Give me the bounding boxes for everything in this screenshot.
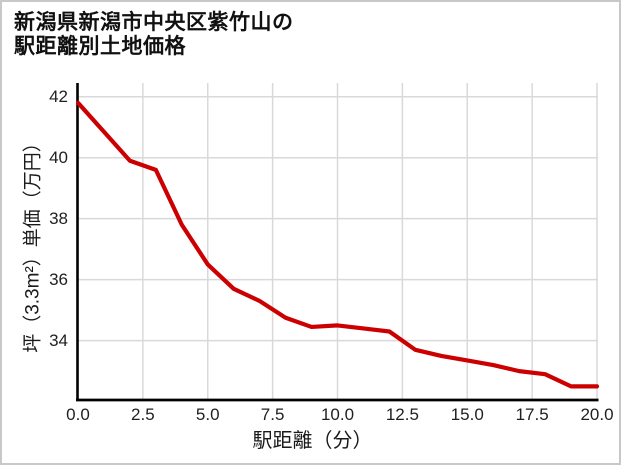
x-tick-label: 17.5	[515, 404, 549, 424]
x-tick-label: 12.5	[385, 404, 419, 424]
y-tick-label: 36	[49, 270, 68, 290]
y-tick-label: 38	[49, 209, 68, 229]
chart-title-line-1: 新潟県新潟市中央区紫竹山の	[14, 11, 294, 34]
x-tick-label: 15.0	[450, 404, 484, 424]
y-axis-label: 坪（3.3m²）単価（万円）	[22, 133, 44, 353]
x-tick-label: 2.5	[131, 404, 155, 424]
chart-title-line-2: 駅距離別土地価格	[14, 35, 186, 58]
x-tick-label: 0.0	[66, 404, 90, 424]
x-tick-label: 20.0	[580, 404, 614, 424]
x-tick-label: 7.5	[260, 404, 285, 424]
y-tick-label: 34	[49, 331, 68, 351]
x-tick-label: 5.0	[195, 404, 220, 424]
y-tick-label: 40	[49, 148, 68, 168]
x-tick-label: 10.0	[320, 404, 355, 424]
price-line	[75, 100, 600, 389]
y-tick-label: 42	[49, 87, 68, 107]
chart-title: 新潟県新潟市中央区紫竹山の 駅距離別土地価格	[14, 11, 294, 59]
x-axis-label: 駅距離（分）	[252, 430, 373, 452]
